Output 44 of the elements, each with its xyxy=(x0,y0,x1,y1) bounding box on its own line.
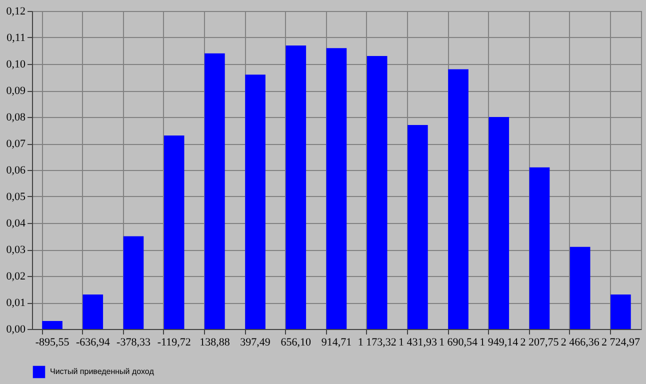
bar xyxy=(529,167,550,329)
x-tick-label: 656,10 xyxy=(280,336,312,348)
x-tick-label: 2 724,97 xyxy=(601,336,640,348)
y-tick-label: 0,05 xyxy=(6,191,26,203)
y-tick-label: 0,02 xyxy=(6,270,26,282)
x-tick-label: -119,72 xyxy=(157,336,191,348)
x-tick-label: 138,88 xyxy=(200,336,230,348)
bar xyxy=(82,294,104,329)
bar xyxy=(245,74,266,329)
bar xyxy=(610,294,631,329)
y-tick-label: 0,06 xyxy=(6,164,26,176)
x-tick-label: 2 207,75 xyxy=(520,336,560,348)
y-tick-label: 0,11 xyxy=(6,32,26,44)
bar xyxy=(570,246,590,329)
x-tick-label: 1 949,14 xyxy=(480,336,519,348)
x-tick-label: 1 173,32 xyxy=(358,336,396,348)
x-tick-label: -895,55 xyxy=(35,336,70,348)
bar xyxy=(408,124,428,329)
x-tick-label: -636,94 xyxy=(76,336,110,348)
y-tick-label: 0,03 xyxy=(6,244,26,256)
bar xyxy=(123,236,144,329)
x-tick-label: 1 690,54 xyxy=(439,336,478,348)
x-tick-label: 397,49 xyxy=(240,336,271,348)
y-tick-label: 0,09 xyxy=(6,85,26,97)
x-tick-label: 2 466,36 xyxy=(560,336,600,348)
y-tick-label: 0,10 xyxy=(6,58,26,70)
y-tick-label: 0,12 xyxy=(6,6,26,18)
legend-label: Чистый приведенный доход xyxy=(50,367,154,376)
y-tick-label: 0,00 xyxy=(6,324,26,336)
y-tick-label: 0,04 xyxy=(6,218,26,230)
bar xyxy=(42,321,62,329)
bar xyxy=(326,48,347,329)
y-tick-label: 0,07 xyxy=(6,138,26,150)
x-tick-label: 914,71 xyxy=(321,336,352,348)
bar xyxy=(448,69,468,329)
x-tick-label: -378,33 xyxy=(116,336,151,348)
x-tick-label: 1 431,93 xyxy=(398,336,438,348)
bar xyxy=(488,117,510,329)
bar xyxy=(366,56,388,329)
bar xyxy=(164,136,184,329)
y-tick-label: 0,01 xyxy=(6,297,26,309)
bar xyxy=(204,53,225,329)
y-tick-label: 0,08 xyxy=(6,112,26,124)
bar xyxy=(286,45,306,329)
